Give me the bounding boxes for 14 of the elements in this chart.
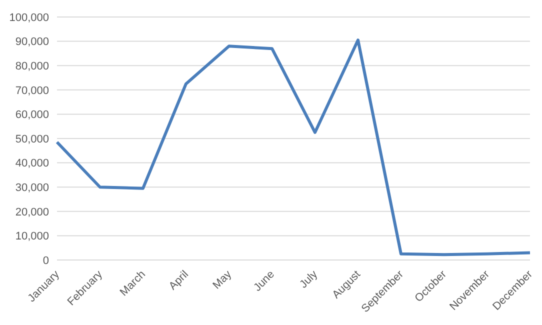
y-tick-label: 60,000 [15, 109, 49, 122]
y-tick-label: 50,000 [15, 133, 49, 146]
y-tick-label: 0 [42, 254, 49, 267]
line-series [56, 38, 532, 256]
x-tick-label: July [298, 268, 320, 291]
y-tick-label: 20,000 [15, 206, 49, 218]
y-tick-label: 10,000 [15, 230, 49, 243]
y-tick-label: 70,000 [15, 84, 49, 97]
y-tick-label: 90,000 [15, 36, 49, 48]
x-tick-label: May [210, 268, 234, 292]
y-tick-label: 40,000 [15, 158, 49, 170]
y-tick-label: 100,000 [9, 12, 49, 24]
y-tick-label: 80,000 [15, 60, 49, 73]
y-tick-label: 30,000 [15, 182, 49, 194]
